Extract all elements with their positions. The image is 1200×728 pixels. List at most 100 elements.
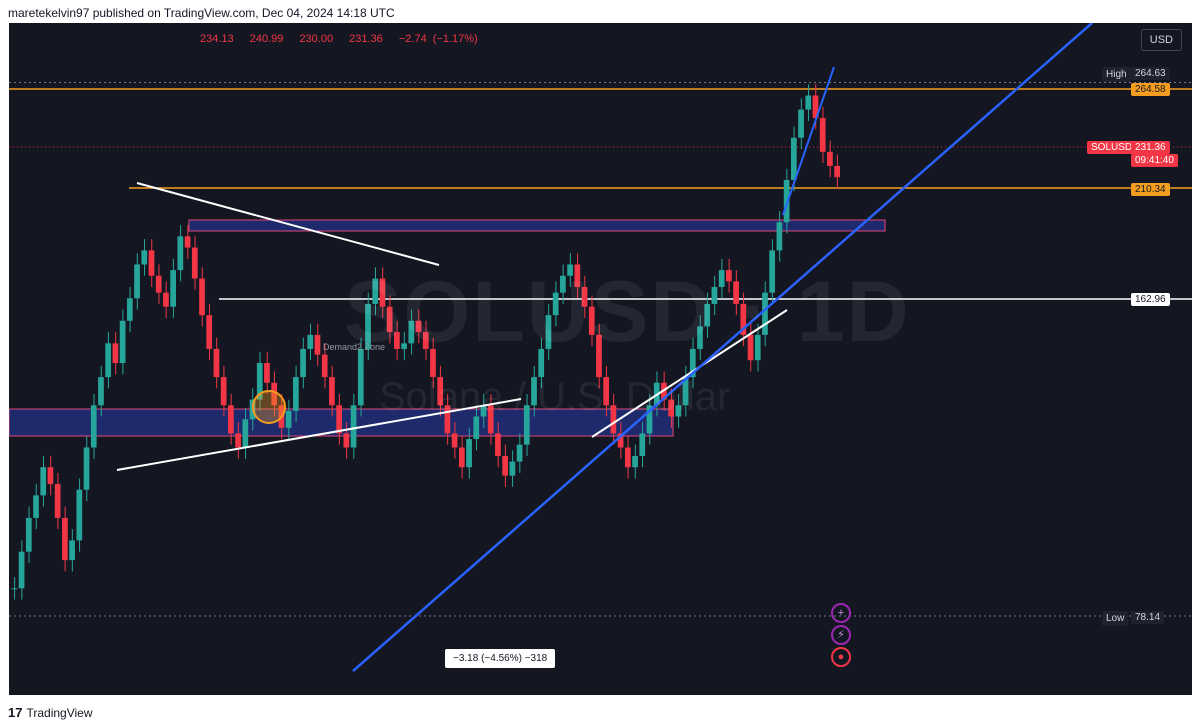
candle-body bbox=[184, 236, 191, 248]
candle-body bbox=[827, 151, 833, 166]
candle-body bbox=[675, 405, 682, 417]
flag-icon[interactable]: ● bbox=[831, 647, 851, 667]
footer-brand: TradingView bbox=[26, 705, 93, 720]
candle-body bbox=[639, 433, 646, 456]
ohlc-close: 231.36 bbox=[349, 33, 383, 45]
candle-body bbox=[516, 444, 523, 462]
candle-body bbox=[141, 250, 148, 265]
ohlc-high: 240.99 bbox=[249, 33, 284, 45]
candle-body bbox=[466, 439, 472, 468]
candle-body bbox=[292, 377, 299, 411]
ohlc-open: 234.13 bbox=[200, 33, 234, 45]
candle-body bbox=[509, 461, 516, 476]
candle-body bbox=[134, 264, 140, 299]
supply-zone bbox=[188, 219, 886, 232]
candle-body bbox=[422, 332, 429, 349]
candle-body bbox=[62, 517, 68, 561]
candle-body bbox=[343, 433, 350, 448]
candle-body bbox=[805, 95, 812, 110]
candle-body bbox=[83, 447, 90, 490]
candle-body bbox=[697, 326, 703, 349]
candle-body bbox=[790, 137, 797, 180]
candle-body bbox=[76, 489, 83, 541]
symbol-tag: SOLUSD bbox=[1087, 141, 1137, 154]
candle-body bbox=[119, 320, 126, 364]
rising-wedge-line bbox=[591, 309, 788, 438]
candle-body bbox=[365, 303, 371, 349]
candle-body bbox=[213, 348, 220, 378]
candle-body bbox=[812, 95, 819, 119]
candle-body bbox=[321, 354, 328, 378]
candle-body bbox=[596, 334, 602, 378]
candle-body bbox=[126, 298, 133, 321]
high-value: 264.63 bbox=[1131, 67, 1170, 80]
ohlc-low: 230.00 bbox=[299, 33, 334, 45]
candle-body bbox=[336, 405, 342, 434]
tradingview-logo-icon[interactable]: 17 bbox=[8, 705, 23, 720]
level-162-label: 162.96 bbox=[1131, 293, 1170, 306]
candle-body bbox=[285, 410, 292, 428]
candle-body bbox=[581, 287, 588, 307]
measure-readout: −3.18 (−4.56%) −318 bbox=[445, 649, 556, 668]
candle-body bbox=[47, 467, 54, 485]
candle-body bbox=[394, 332, 400, 349]
candle-body bbox=[834, 165, 840, 178]
last-price-label: 231.36 bbox=[1131, 141, 1170, 154]
candle-body bbox=[740, 303, 747, 335]
candle-body bbox=[574, 264, 581, 287]
name-watermark: Solana / U.S. Dollar bbox=[379, 375, 731, 419]
candle-body bbox=[523, 405, 530, 445]
candle-body bbox=[148, 250, 155, 276]
candle-body bbox=[646, 405, 653, 434]
candle-body bbox=[256, 363, 263, 400]
low-label: Low bbox=[1102, 611, 1129, 626]
descending-trendline bbox=[136, 182, 440, 266]
flash-icon[interactable]: ⚡ bbox=[831, 625, 851, 645]
add-alert-icon[interactable]: + bbox=[831, 603, 851, 623]
candle-body bbox=[155, 275, 162, 293]
candle-body bbox=[545, 315, 552, 349]
candle-body bbox=[747, 334, 754, 361]
candle-body bbox=[300, 348, 306, 378]
candle-body bbox=[199, 278, 205, 316]
candle-body bbox=[90, 405, 97, 448]
candle-body bbox=[437, 377, 444, 406]
candle-body bbox=[610, 405, 617, 434]
candle-body bbox=[379, 278, 386, 307]
candle-body bbox=[762, 292, 768, 335]
candle-body bbox=[682, 377, 689, 406]
long-blue-trendline bbox=[352, 23, 1093, 672]
level-210-label: 210.34 bbox=[1131, 183, 1170, 196]
candle-body bbox=[25, 517, 32, 552]
demand-zone-label: Demand2 Zone bbox=[323, 342, 386, 352]
candle-body bbox=[235, 433, 241, 448]
chart-canvas[interactable] bbox=[9, 23, 1192, 695]
ohlc-readout: 234.13 240.99 230.00 231.36 −2.74 (−1.17… bbox=[200, 33, 488, 45]
candle-body bbox=[473, 416, 480, 440]
candle-body bbox=[11, 588, 18, 590]
candle-body bbox=[33, 495, 39, 518]
currency-button[interactable]: USD bbox=[1140, 29, 1182, 51]
candle-body bbox=[386, 306, 393, 333]
candle-body bbox=[798, 109, 804, 138]
symbol-watermark: SOLUSD · 1D bbox=[344, 264, 911, 360]
candle-body bbox=[495, 433, 501, 456]
candle-body bbox=[668, 399, 674, 417]
candle-body bbox=[105, 343, 112, 378]
candle-body bbox=[776, 222, 783, 251]
candle-body bbox=[18, 551, 25, 589]
candle-body bbox=[206, 315, 213, 349]
candle-body bbox=[783, 180, 790, 223]
candle-body bbox=[451, 433, 458, 448]
chart-frame[interactable]: SOLUSD · 1D Solana / U.S. Dollar 234.13 … bbox=[9, 23, 1192, 695]
orange-circle-marker bbox=[252, 390, 286, 424]
candle-body bbox=[98, 377, 104, 406]
candle-body bbox=[350, 405, 357, 448]
candle-body bbox=[40, 467, 47, 496]
candle-body bbox=[372, 278, 379, 304]
candle-body bbox=[711, 287, 718, 304]
candle-body bbox=[769, 250, 776, 293]
candle-body bbox=[69, 540, 75, 561]
candle-body bbox=[408, 320, 415, 344]
level-264-label: 264.58 bbox=[1131, 83, 1170, 96]
